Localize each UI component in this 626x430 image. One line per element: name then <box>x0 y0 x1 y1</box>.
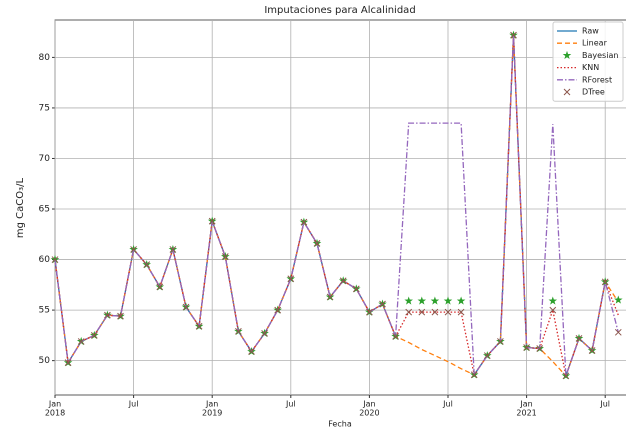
y-tick-label: 60 <box>39 255 51 265</box>
series-marker <box>117 312 124 320</box>
series-marker <box>614 295 623 304</box>
series-marker <box>300 218 308 226</box>
series-marker <box>208 217 216 225</box>
series-marker <box>156 283 164 291</box>
legend-handle <box>562 50 572 60</box>
legend-label: Raw <box>582 27 599 36</box>
legend-label: DTree <box>582 88 605 97</box>
series-line <box>473 35 540 376</box>
series-marker <box>51 256 59 263</box>
series-marker <box>430 296 440 305</box>
series-marker <box>248 348 255 355</box>
series-marker <box>523 344 530 351</box>
series-marker <box>352 285 360 293</box>
x-tick-label: Jan <box>48 400 61 409</box>
legend-box <box>552 21 624 102</box>
x-tick-label: Jul <box>442 400 453 409</box>
x-tick-label: Jan <box>519 400 532 409</box>
x-tick-label: Jul <box>128 400 139 409</box>
series-marker <box>182 303 190 311</box>
series-marker <box>366 308 373 316</box>
series-marker <box>497 338 504 345</box>
series-marker <box>195 322 203 330</box>
series-marker <box>274 306 282 314</box>
x-tick-year: 2018 <box>45 409 65 418</box>
series-marker <box>287 275 295 283</box>
series-marker <box>575 335 583 342</box>
series-marker <box>418 308 426 316</box>
series-marker <box>405 308 413 316</box>
x-tick-label: Jul <box>285 400 296 409</box>
series-marker <box>326 293 334 301</box>
series-marker <box>261 329 268 337</box>
x-tick-year: 2020 <box>359 409 379 418</box>
series-marker <box>235 327 242 335</box>
series-marker <box>536 345 544 352</box>
chart-title: Imputaciones para Alcalinidad <box>264 5 415 16</box>
series-marker <box>90 332 98 339</box>
y-tick-label: 70 <box>39 154 51 164</box>
series-marker <box>562 372 570 380</box>
x-tick-label: Jan <box>362 400 375 409</box>
series-marker <box>313 240 321 247</box>
x-tick-year: 2021 <box>516 409 536 418</box>
series-marker <box>549 306 557 314</box>
series-marker <box>601 278 609 286</box>
series-marker <box>143 261 151 268</box>
series-marker <box>456 296 466 305</box>
series-marker <box>614 328 622 336</box>
series-line <box>54 220 397 365</box>
x-tick-label: Jan <box>205 400 218 409</box>
legend-label: RForest <box>582 75 612 84</box>
series-marker <box>510 31 517 39</box>
x-axis-label: Fecha <box>328 420 352 429</box>
series-line <box>54 35 619 377</box>
y-tick-label: 50 <box>39 356 51 366</box>
series-marker <box>470 371 478 379</box>
series-marker <box>379 300 386 308</box>
series-line <box>565 281 606 377</box>
x-tick-label: Jul <box>599 400 610 409</box>
series-line <box>54 35 619 379</box>
series-marker <box>588 347 596 354</box>
series-marker <box>431 308 439 316</box>
series-marker <box>457 308 465 316</box>
series-marker <box>169 246 177 253</box>
series-marker <box>443 296 453 305</box>
series-marker <box>483 352 491 359</box>
y-tick-label: 80 <box>39 53 51 63</box>
legend-label: Linear <box>582 39 608 48</box>
series-marker <box>444 308 452 316</box>
legend-label: Bayesian <box>582 51 618 60</box>
series-marker <box>548 296 558 305</box>
series-line <box>54 35 619 378</box>
series-marker <box>417 296 427 305</box>
legend-handle <box>563 88 571 96</box>
y-tick-label: 55 <box>39 306 50 316</box>
y-tick-label: 75 <box>39 103 50 113</box>
legend-label: KNN <box>582 63 599 72</box>
series-marker <box>221 253 229 260</box>
series-marker <box>392 333 399 340</box>
y-axis-label: mg CaCO₃/L <box>15 177 26 238</box>
series-marker <box>77 338 85 345</box>
y-tick-label: 65 <box>39 205 50 215</box>
series-marker <box>64 359 72 367</box>
x-tick-year: 2019 <box>202 409 222 418</box>
series-marker <box>404 296 413 305</box>
series-marker <box>339 277 347 285</box>
series-marker <box>104 311 111 319</box>
series-marker <box>130 246 137 253</box>
